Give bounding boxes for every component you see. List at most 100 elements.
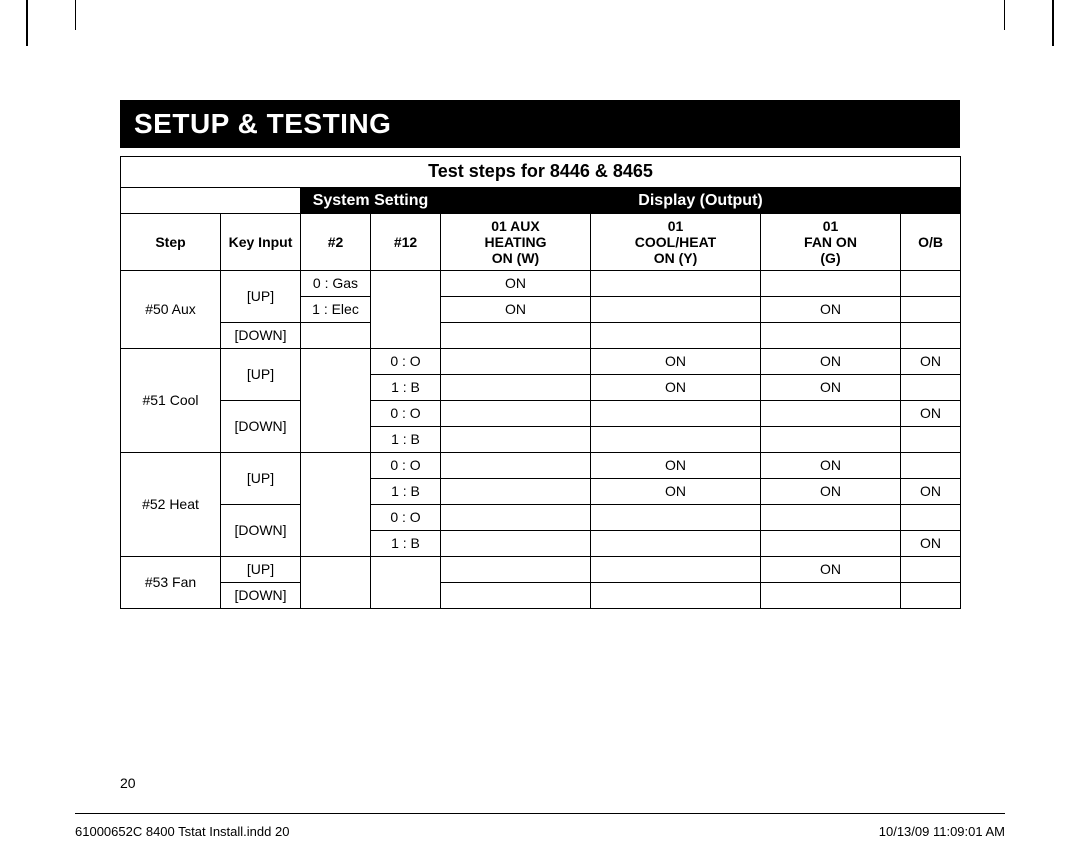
cell-key-input: [UP] [221, 349, 301, 401]
cell-fan [761, 583, 901, 609]
cell-fan [761, 531, 901, 557]
cell-n12: 1 : B [371, 479, 441, 505]
cell-ob [901, 453, 961, 479]
table-row: [DOWN]0 : O [121, 505, 961, 531]
cell-aux: ON [441, 297, 591, 323]
cell-cool: ON [591, 349, 761, 375]
crop-mark [26, 0, 28, 46]
cell-fan: ON [761, 297, 901, 323]
cell-n2: 0 : Gas [301, 271, 371, 297]
cell-fan: ON [761, 479, 901, 505]
cell-n2 [301, 557, 371, 609]
cell-n2: 1 : Elec [301, 297, 371, 323]
cell-ob [901, 427, 961, 453]
cell-fan: ON [761, 557, 901, 583]
cell-n12: 0 : O [371, 349, 441, 375]
cell-ob [901, 583, 961, 609]
cell-cool: ON [591, 479, 761, 505]
page-number: 20 [120, 775, 136, 791]
cell-aux: ON [441, 271, 591, 297]
content-area: SETUP & TESTING Test steps for 8446 & 84… [120, 100, 960, 609]
cell-fan [761, 323, 901, 349]
cell-cool [591, 505, 761, 531]
blank-header [121, 187, 301, 213]
table-row: #50 Aux[UP]0 : GasON [121, 271, 961, 297]
cell-cool [591, 583, 761, 609]
cell-aux [441, 323, 591, 349]
cell-fan [761, 427, 901, 453]
cell-key-input: [DOWN] [221, 583, 301, 609]
footer-left: 61000652C 8400 Tstat Install.indd 20 [75, 824, 289, 839]
cell-ob [901, 323, 961, 349]
col-fan: 01 FAN ON (G) [761, 213, 901, 270]
cell-ob [901, 557, 961, 583]
table-row: #52 Heat[UP]0 : OONON [121, 453, 961, 479]
cell-step: #50 Aux [121, 271, 221, 349]
cell-cool [591, 271, 761, 297]
col-step: Step [121, 213, 221, 270]
table-title-row: Test steps for 8446 & 8465 [121, 157, 961, 188]
cell-n12: 1 : B [371, 375, 441, 401]
cell-n12: 0 : O [371, 505, 441, 531]
cell-cool: ON [591, 453, 761, 479]
group-system-setting: System Setting [301, 187, 441, 213]
col-n2: #2 [301, 213, 371, 270]
cell-ob [901, 271, 961, 297]
table-row: #53 Fan[UP]ON [121, 557, 961, 583]
cell-cool [591, 323, 761, 349]
cell-fan: ON [761, 375, 901, 401]
table-title: Test steps for 8446 & 8465 [121, 157, 961, 188]
cell-step: #51 Cool [121, 349, 221, 453]
cell-aux [441, 427, 591, 453]
cell-key-input: [UP] [221, 271, 301, 323]
cell-n12: 1 : B [371, 427, 441, 453]
cell-aux [441, 375, 591, 401]
cell-cool [591, 557, 761, 583]
cell-ob: ON [901, 349, 961, 375]
cell-fan [761, 505, 901, 531]
cell-step: #53 Fan [121, 557, 221, 609]
col-key: Key Input [221, 213, 301, 270]
cell-ob: ON [901, 479, 961, 505]
table-row: [DOWN]0 : OON [121, 401, 961, 427]
cell-ob: ON [901, 531, 961, 557]
cell-n12 [371, 271, 441, 349]
cell-n12: 0 : O [371, 453, 441, 479]
cell-key-input: [DOWN] [221, 505, 301, 557]
cell-fan: ON [761, 453, 901, 479]
cell-cool [591, 531, 761, 557]
cell-aux [441, 557, 591, 583]
test-steps-table: Test steps for 8446 & 8465 System Settin… [120, 156, 961, 609]
cell-fan [761, 271, 901, 297]
col-aux: 01 AUX HEATING ON (W) [441, 213, 591, 270]
page: SETUP & TESTING Test steps for 8446 & 84… [0, 0, 1080, 861]
cell-key-input: [DOWN] [221, 323, 301, 349]
cell-key-input: [UP] [221, 453, 301, 505]
table-row: [DOWN] [121, 583, 961, 609]
col-n12: #12 [371, 213, 441, 270]
col-ob: O/B [901, 213, 961, 270]
table-body: #50 Aux[UP]0 : GasON1 : ElecONON[DOWN]#5… [121, 271, 961, 609]
cell-fan [761, 401, 901, 427]
cell-ob: ON [901, 401, 961, 427]
cell-n12 [371, 557, 441, 609]
cell-n12: 1 : B [371, 531, 441, 557]
cell-n2 [301, 349, 371, 453]
group-display-output: Display (Output) [441, 187, 961, 213]
cell-cool: ON [591, 375, 761, 401]
cell-aux [441, 479, 591, 505]
table-row: #51 Cool[UP]0 : OONONON [121, 349, 961, 375]
cell-aux [441, 583, 591, 609]
cell-key-input: [UP] [221, 557, 301, 583]
page-footer: 61000652C 8400 Tstat Install.indd 20 10/… [75, 813, 1005, 839]
table-head-row: Step Key Input #2 #12 01 AUX HEATING ON … [121, 213, 961, 270]
cell-cool [591, 297, 761, 323]
col-cool: 01 COOL/HEAT ON (Y) [591, 213, 761, 270]
cell-cool [591, 401, 761, 427]
cell-n2 [301, 453, 371, 557]
footer-right: 10/13/09 11:09:01 AM [879, 824, 1005, 839]
cell-ob [901, 375, 961, 401]
cell-aux [441, 505, 591, 531]
cell-key-input: [DOWN] [221, 401, 301, 453]
cell-step: #52 Heat [121, 453, 221, 557]
